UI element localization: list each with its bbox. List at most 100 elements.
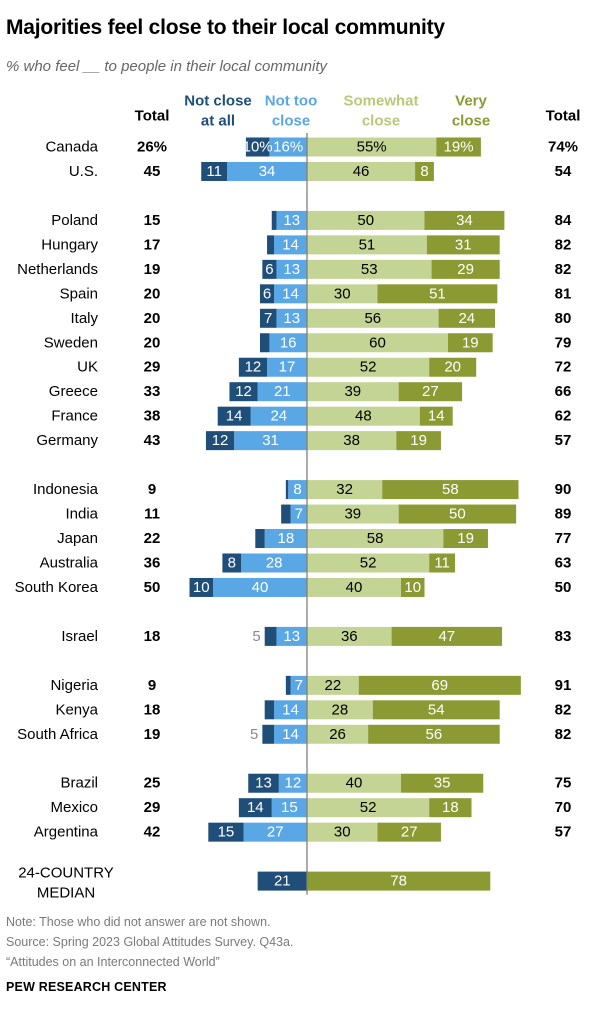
bar-not-close-at-all-canada — [245, 137, 270, 157]
note-text: Note: Those who did not answer are not s… — [6, 915, 271, 929]
bar-not-close-at-all-australia — [222, 553, 242, 573]
total-not-close-nigeria: 9 — [148, 677, 156, 694]
bar-not-close-at-all-nigeria — [285, 675, 291, 695]
bar-very-close-uk — [429, 357, 477, 377]
bar-not-too-close-germany — [234, 431, 307, 451]
total-close-poland: 84 — [555, 212, 572, 229]
value-very-close-india: 50 — [449, 506, 466, 523]
total-close-nigeria: 91 — [555, 677, 572, 694]
value-not-close-at-all-mexico: 14 — [247, 799, 264, 816]
bar-not-too-close-hungary — [274, 235, 307, 255]
bar-not-too-close-brazil — [278, 773, 307, 793]
chart-subtitle: % who feel __ to people in their local c… — [6, 58, 328, 75]
bar-somewhat-close-canada — [307, 137, 437, 157]
report-text: “Attitudes on an Interconnected World” — [6, 955, 220, 969]
country-label-indonesia: Indonesia — [33, 481, 99, 498]
value-not-too-close-mexico: 15 — [281, 799, 298, 816]
country-label-hungary: Hungary — [41, 236, 98, 253]
value-not-close-at-all-germany: 12 — [212, 432, 229, 449]
total-not-close-australia: 36 — [144, 554, 161, 571]
bar-not-too-close-south-africa — [274, 724, 307, 744]
bar-very-close-india — [398, 504, 517, 524]
bar-not-too-close-greece — [257, 382, 307, 402]
total-close-israel: 83 — [555, 628, 572, 645]
bar-not-close-at-all-france — [217, 406, 251, 426]
value-somewhat-close-kenya: 28 — [332, 701, 349, 718]
column-header-total-left: Total — [135, 108, 170, 125]
total-not-close-hungary: 17 — [144, 236, 161, 253]
bar-very-close-brazil — [401, 773, 484, 793]
value-not-too-close-spain: 14 — [282, 285, 299, 302]
value-somewhat-close-south-korea: 40 — [346, 579, 363, 596]
value-somewhat-close-argentina: 30 — [334, 824, 351, 841]
total-not-close-argentina: 42 — [144, 824, 161, 841]
country-label-spain: Spain — [60, 285, 98, 302]
value-somewhat-close-mexico: 52 — [360, 799, 377, 816]
total-close-italy: 80 — [555, 310, 572, 327]
value-very-close-kenya: 54 — [428, 701, 445, 718]
value-somewhat-close-south-africa: 26 — [329, 726, 346, 743]
value-not-close-at-all-spain: 6 — [263, 285, 271, 302]
column-header-not-close-at-all-line2: at all — [201, 113, 235, 130]
bar-not-too-close-nigeria — [290, 675, 307, 695]
bar-not-close-at-all-germany — [205, 431, 235, 451]
country-label-india: India — [65, 506, 98, 523]
column-header-not-too-close-line2: close — [272, 113, 310, 130]
total-close-germany: 57 — [555, 432, 572, 449]
bar-very-close-poland — [424, 210, 505, 230]
bar-not-close-at-all-south-africa — [262, 724, 275, 744]
total-not-close-france: 38 — [144, 408, 161, 425]
value-not-too-close-south-korea: 40 — [252, 579, 269, 596]
value-somewhat-close-india: 39 — [344, 506, 361, 523]
diverging-bar-chart: Total Total Not close at all Not too close Som… — [15, 93, 581, 902]
country-label-u-s: U.S. — [69, 163, 98, 180]
country-label-nigeria: Nigeria — [50, 677, 98, 694]
bar-very-close-sweden — [448, 333, 493, 353]
total-not-close-germany: 43 — [144, 432, 161, 449]
bar-not-too-close-mexico — [271, 798, 307, 818]
total-close-u-s: 54 — [555, 163, 572, 180]
bar-not-close-at-all-sweden — [260, 333, 270, 353]
bar-not-too-close-canada — [269, 137, 307, 157]
bar-somewhat-close-germany — [307, 431, 397, 451]
value-not-too-close-sweden: 16 — [280, 334, 297, 351]
bar-somewhat-close-spain — [307, 284, 378, 304]
country-label-mexico: Mexico — [50, 799, 98, 816]
value-very-close-uk: 20 — [444, 359, 461, 376]
country-label-south-korea: South Korea — [15, 579, 99, 596]
column-header-somewhat-close-line2: close — [362, 113, 400, 130]
total-close-greece: 66 — [555, 383, 572, 400]
value-not-close-at-all-u-s: 11 — [206, 163, 222, 180]
value-very-close-germany: 19 — [410, 432, 427, 449]
bar-median-not-close — [257, 871, 307, 891]
country-label-kenya: Kenya — [55, 701, 98, 718]
value-very-close-italy: 24 — [458, 310, 475, 327]
country-label-argentina: Argentina — [34, 824, 99, 841]
bar-not-close-at-all-israel — [264, 626, 277, 646]
bar-somewhat-close-uk — [307, 357, 430, 377]
total-not-close-poland: 15 — [144, 212, 161, 229]
value-not-too-close-india: 7 — [295, 506, 303, 523]
bar-not-close-at-all-japan — [255, 529, 265, 549]
value-not-too-close-italy: 13 — [283, 310, 300, 327]
country-label-south-africa: South Africa — [17, 726, 99, 743]
column-header-total-right: Total — [546, 108, 581, 125]
bar-somewhat-close-france — [307, 406, 420, 426]
value-somewhat-close-australia: 52 — [360, 554, 377, 571]
bar-very-close-mexico — [429, 798, 472, 818]
bar-somewhat-close-mexico — [307, 798, 430, 818]
bar-not-too-close-uk — [267, 357, 307, 377]
value-not-too-close-poland: 13 — [283, 212, 300, 229]
value-not-too-close-netherlands: 13 — [283, 261, 300, 278]
total-close-spain: 81 — [555, 285, 572, 302]
bar-very-close-south-africa — [368, 724, 500, 744]
bar-not-too-close-australia — [241, 553, 307, 573]
value-very-close-u-s: 8 — [420, 163, 428, 180]
bar-somewhat-close-italy — [307, 308, 439, 328]
value-not-close-at-all-brazil: 13 — [255, 775, 272, 792]
total-not-close-south-africa: 19 — [144, 726, 161, 743]
median-label-line1: 24-COUNTRY — [18, 865, 114, 882]
total-close-japan: 77 — [555, 530, 572, 547]
value-somewhat-close-brazil: 40 — [346, 775, 363, 792]
total-not-close-indonesia: 9 — [148, 481, 156, 498]
